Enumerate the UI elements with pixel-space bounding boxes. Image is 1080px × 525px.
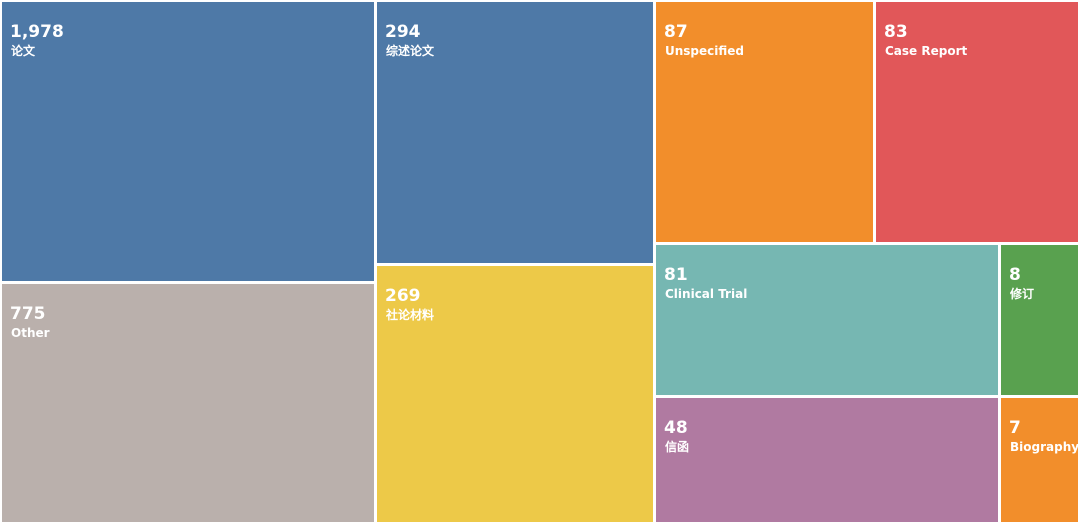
tile-value: 1,978: [10, 22, 64, 42]
tile-value: 8: [1009, 265, 1021, 285]
tile-clinical-trial[interactable]: 81 Clinical Trial: [656, 245, 998, 395]
tile-label: 社论材料: [386, 308, 435, 322]
tile-label: 论文: [11, 44, 36, 58]
tile-biography[interactable]: 7 Biography: [1001, 398, 1080, 522]
tile-unspecified[interactable]: 87 Unspecified: [656, 2, 873, 242]
tile-case-report[interactable]: 83 Case Report: [876, 2, 1078, 242]
tile-review[interactable]: 294 综述论文: [377, 2, 653, 263]
tile-editorial[interactable]: 269 社论材料: [377, 266, 653, 522]
tile-lunwen[interactable]: 1,978 论文: [2, 2, 374, 281]
tile-value: 87: [664, 22, 688, 42]
tile-other[interactable]: 775 Other: [2, 284, 374, 522]
tile-value: 7: [1009, 418, 1021, 438]
tile-value: 81: [664, 265, 688, 285]
tile-value: 269: [385, 286, 421, 306]
tile-value: 294: [385, 22, 421, 42]
tile-erratum[interactable]: 8 修订: [1001, 245, 1078, 395]
tile-label: Unspecified: [665, 44, 745, 58]
tile-label: 综述论文: [386, 44, 435, 58]
tile-value: 83: [884, 22, 908, 42]
tile-label: Other: [11, 326, 50, 340]
tile-letter[interactable]: 48 信函: [656, 398, 998, 522]
tile-label: 修订: [1010, 287, 1035, 301]
tile-label: Biography: [1010, 440, 1080, 454]
tile-label: 信函: [665, 440, 690, 454]
tile-value: 775: [10, 304, 46, 324]
tile-label: Clinical Trial: [665, 287, 748, 301]
tile-label: Case Report: [885, 44, 968, 58]
tile-value: 48: [664, 418, 688, 438]
